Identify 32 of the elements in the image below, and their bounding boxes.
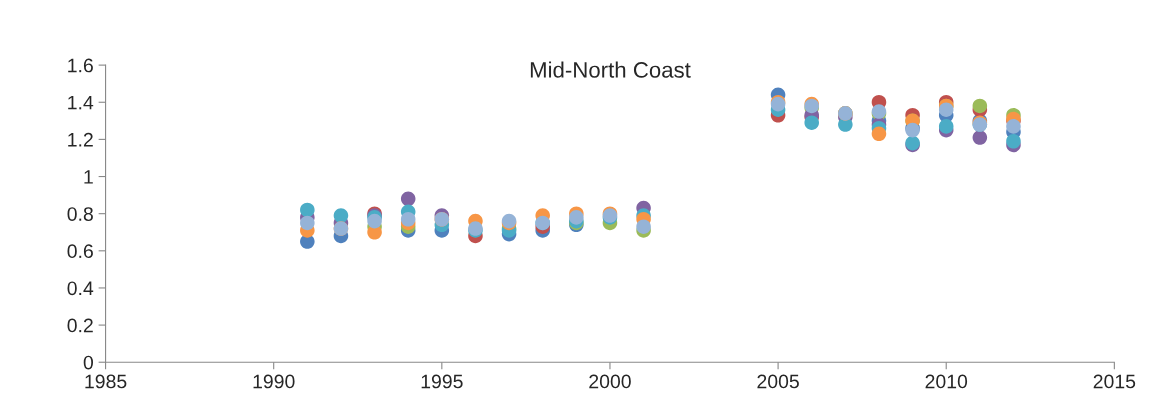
point [804, 115, 819, 130]
y-tick-label: 0.8 [67, 207, 93, 221]
x-tick-label: 1990 [253, 374, 295, 389]
x-tick-label: 1995 [421, 374, 463, 389]
point [938, 102, 954, 117]
point [871, 126, 887, 142]
y-tick-label: 1.2 [68, 132, 93, 147]
y-tick-label: 0.6 [67, 244, 93, 259]
x-tick-label: 2005 [757, 374, 799, 389]
point [1006, 133, 1021, 149]
point [636, 219, 651, 234]
x-tick-label: 2015 [1093, 374, 1136, 389]
chart-title: Mid-North Coast [530, 61, 691, 78]
y-tick-label: 1.4 [68, 95, 94, 110]
point [938, 119, 954, 134]
y-tick-label: 0.2 [67, 318, 93, 333]
point [300, 215, 315, 231]
y-tick-label: 1 [84, 170, 93, 184]
point [972, 98, 988, 114]
point [569, 210, 584, 225]
point [300, 202, 315, 218]
y-tick-label: 1.6 [68, 58, 93, 73]
y-tick-label: 0.4 [67, 281, 94, 296]
point [1006, 119, 1021, 134]
x-tick-label: 2010 [925, 374, 968, 389]
point [400, 191, 416, 207]
x-tick-label: 1985 [85, 374, 127, 389]
x-tick-label: 2000 [589, 374, 631, 389]
y-tick-label: 0 [83, 355, 93, 370]
point [333, 208, 349, 223]
point [972, 130, 988, 145]
point [400, 211, 416, 227]
